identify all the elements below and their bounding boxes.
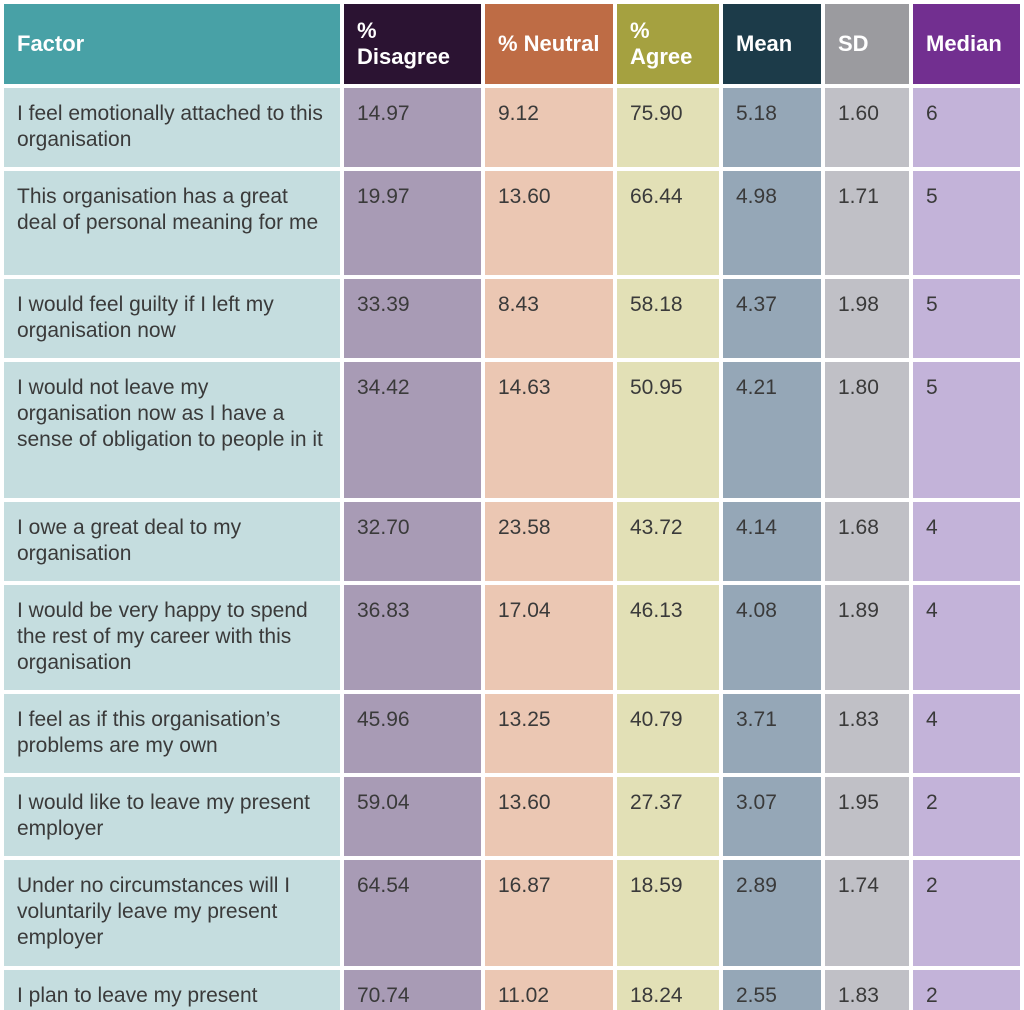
cell-median: 2 bbox=[913, 860, 1020, 966]
cell-pct-disagree: 45.96 bbox=[344, 694, 481, 774]
table-row: I would feel guilty if I left my organis… bbox=[4, 279, 1020, 359]
table-row: I would not leave my organisation now as… bbox=[4, 362, 1020, 499]
cell-sd: 1.98 bbox=[825, 279, 909, 359]
cell-mean: 4.14 bbox=[723, 502, 821, 582]
table-row: I would like to leave my present employe… bbox=[4, 777, 1020, 857]
cell-mean: 3.71 bbox=[723, 694, 821, 774]
cell-pct-neutral: 13.25 bbox=[485, 694, 613, 774]
header-cell-median: Median bbox=[913, 4, 1020, 84]
cell-sd: 1.74 bbox=[825, 860, 909, 966]
cell-pct-agree: 27.37 bbox=[617, 777, 719, 857]
header-row: Factor % Disagree % Neutral % Agree Mean… bbox=[4, 4, 1020, 84]
cell-factor: I would like to leave my present employe… bbox=[4, 777, 340, 857]
cell-factor: This organisation has a great deal of pe… bbox=[4, 171, 340, 276]
cell-pct-neutral: 13.60 bbox=[485, 171, 613, 276]
cell-pct-neutral: 11.02 bbox=[485, 969, 613, 1010]
cell-mean: 4.08 bbox=[723, 585, 821, 691]
cell-median: 5 bbox=[913, 279, 1020, 359]
cell-sd: 1.95 bbox=[825, 777, 909, 857]
cell-mean: 2.89 bbox=[723, 860, 821, 966]
table-row: I plan to leave my present employer as s… bbox=[4, 969, 1020, 1010]
cell-sd: 1.71 bbox=[825, 171, 909, 276]
cell-pct-agree: 40.79 bbox=[617, 694, 719, 774]
cell-pct-agree: 46.13 bbox=[617, 585, 719, 691]
cell-pct-disagree: 19.97 bbox=[344, 171, 481, 276]
cell-mean: 3.07 bbox=[723, 777, 821, 857]
cell-pct-neutral: 8.43 bbox=[485, 279, 613, 359]
cell-pct-disagree: 64.54 bbox=[344, 860, 481, 966]
cell-pct-neutral: 9.12 bbox=[485, 88, 613, 168]
cell-pct-agree: 66.44 bbox=[617, 171, 719, 276]
cell-sd: 1.80 bbox=[825, 362, 909, 499]
cell-sd: 1.89 bbox=[825, 585, 909, 691]
header-cell-pct-agree: % Agree bbox=[617, 4, 719, 84]
cell-pct-agree: 43.72 bbox=[617, 502, 719, 582]
cell-pct-neutral: 13.60 bbox=[485, 777, 613, 857]
cell-factor: I would feel guilty if I left my organis… bbox=[4, 279, 340, 359]
cell-pct-agree: 18.24 bbox=[617, 969, 719, 1010]
cell-factor: I owe a great deal to my organisation bbox=[4, 502, 340, 582]
header-cell-factor: Factor bbox=[4, 4, 340, 84]
cell-mean: 4.98 bbox=[723, 171, 821, 276]
cell-factor: I feel as if this organisation’s problem… bbox=[4, 694, 340, 774]
cell-pct-disagree: 34.42 bbox=[344, 362, 481, 499]
table-row: I feel as if this organisation’s problem… bbox=[4, 694, 1020, 774]
cell-pct-agree: 58.18 bbox=[617, 279, 719, 359]
cell-pct-disagree: 32.70 bbox=[344, 502, 481, 582]
cell-median: 4 bbox=[913, 694, 1020, 774]
header-cell-mean: Mean bbox=[723, 4, 821, 84]
cell-pct-disagree: 36.83 bbox=[344, 585, 481, 691]
cell-factor: I feel emotionally attached to this orga… bbox=[4, 88, 340, 168]
cell-median: 5 bbox=[913, 362, 1020, 499]
cell-sd: 1.83 bbox=[825, 969, 909, 1010]
table-row: This organisation has a great deal of pe… bbox=[4, 171, 1020, 276]
cell-pct-disagree: 33.39 bbox=[344, 279, 481, 359]
cell-pct-disagree: 59.04 bbox=[344, 777, 481, 857]
cell-sd: 1.68 bbox=[825, 502, 909, 582]
cell-pct-neutral: 16.87 bbox=[485, 860, 613, 966]
cell-factor: I would be very happy to spend the rest … bbox=[4, 585, 340, 691]
header-cell-pct-disagree: % Disagree bbox=[344, 4, 481, 84]
cell-factor: I plan to leave my present employer as s… bbox=[4, 969, 340, 1010]
cell-pct-agree: 50.95 bbox=[617, 362, 719, 499]
header-cell-pct-neutral: % Neutral bbox=[485, 4, 613, 84]
header-cell-sd: SD bbox=[825, 4, 909, 84]
cell-median: 4 bbox=[913, 585, 1020, 691]
cell-pct-agree: 18.59 bbox=[617, 860, 719, 966]
cell-sd: 1.60 bbox=[825, 88, 909, 168]
cell-median: 6 bbox=[913, 88, 1020, 168]
cell-pct-neutral: 17.04 bbox=[485, 585, 613, 691]
cell-mean: 2.55 bbox=[723, 969, 821, 1010]
table-row: I owe a great deal to my organisation 32… bbox=[4, 502, 1020, 582]
cell-pct-disagree: 14.97 bbox=[344, 88, 481, 168]
cell-median: 2 bbox=[913, 777, 1020, 857]
cell-factor: Under no circumstances will I voluntaril… bbox=[4, 860, 340, 966]
table-header: Factor % Disagree % Neutral % Agree Mean… bbox=[4, 4, 1020, 84]
cell-median: 5 bbox=[913, 171, 1020, 276]
cell-pct-disagree: 70.74 bbox=[344, 969, 481, 1010]
table-row: Under no circumstances will I voluntaril… bbox=[4, 860, 1020, 966]
cell-pct-neutral: 14.63 bbox=[485, 362, 613, 499]
cell-sd: 1.83 bbox=[825, 694, 909, 774]
cell-mean: 4.37 bbox=[723, 279, 821, 359]
cell-pct-agree: 75.90 bbox=[617, 88, 719, 168]
table-row: I would be very happy to spend the rest … bbox=[4, 585, 1020, 691]
cell-mean: 5.18 bbox=[723, 88, 821, 168]
cell-pct-neutral: 23.58 bbox=[485, 502, 613, 582]
table-row: I feel emotionally attached to this orga… bbox=[4, 88, 1020, 168]
cell-median: 2 bbox=[913, 969, 1020, 1010]
cell-factor: I would not leave my organisation now as… bbox=[4, 362, 340, 499]
cell-mean: 4.21 bbox=[723, 362, 821, 499]
cell-median: 4 bbox=[913, 502, 1020, 582]
table-body: I feel emotionally attached to this orga… bbox=[4, 88, 1020, 1010]
